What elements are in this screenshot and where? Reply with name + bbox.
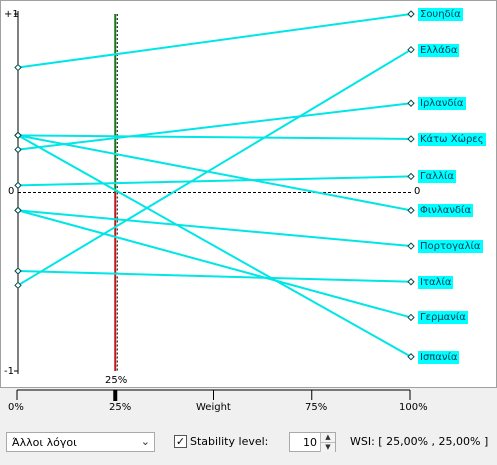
- right-node-marker: [407, 99, 415, 107]
- item-line: [17, 209, 412, 319]
- right-node-marker: [407, 45, 415, 54]
- controls-bar: Άλλοι λόγοι ⌄ ✓ Stability level: 10 ▲ ▼ …: [0, 425, 497, 465]
- left-node-marker: [14, 131, 22, 140]
- y-axis-top-label: +1: [4, 9, 19, 20]
- right-node-marker: [407, 172, 415, 181]
- right-node-marker: [407, 353, 415, 361]
- stability-value[interactable]: 10: [303, 436, 317, 449]
- y-axis-bottom-label: -1: [4, 366, 14, 377]
- country-label: Πορτογαλία: [418, 240, 483, 254]
- left-node-marker: [14, 206, 22, 215]
- tick-label-75: 75%: [305, 402, 328, 413]
- sensitivity-plot: +1 0 -1 0 25% Σουηδία Ελλάδα Ιρλανδία Κάτω …: [0, 0, 497, 388]
- weight-marker-handle: [113, 390, 118, 401]
- tick-label-0: 0%: [8, 402, 24, 413]
- plot-canvas: [14, 10, 415, 374]
- left-node-marker: [14, 281, 22, 290]
- item-line: [17, 102, 412, 151]
- item-line: [17, 13, 412, 69]
- stability-checkbox[interactable]: ✓: [174, 435, 187, 448]
- country-label: Γερμανία: [418, 311, 468, 325]
- country-label: Ιρλανδία: [418, 97, 466, 111]
- country-label: Φινλανδία: [418, 204, 474, 218]
- dropdown-value: Άλλοι λόγοι: [12, 436, 77, 449]
- right-node-marker: [407, 313, 415, 322]
- country-label: Ιταλία: [418, 275, 454, 289]
- item-line: [17, 270, 412, 283]
- tick-label-25: 25%: [109, 402, 132, 413]
- left-node-marker: [14, 145, 22, 154]
- left-node-marker: [14, 267, 22, 275]
- wsi-readout: WSI: [ 25,00% , 25,00% ]: [350, 435, 489, 448]
- left-node-marker: [14, 63, 22, 72]
- country-label: Κάτω Χώρες: [418, 132, 486, 146]
- tick-label-weight: Weight: [196, 402, 231, 413]
- spin-up-icon[interactable]: ▲: [320, 433, 335, 442]
- tick-label-100: 100%: [399, 402, 428, 413]
- weight-axis[interactable]: [0, 386, 497, 406]
- right-node-marker: [407, 135, 415, 143]
- y-axis-zero-label: 0: [8, 186, 15, 197]
- chevron-down-icon[interactable]: ⌄: [140, 435, 150, 448]
- spin-down-icon[interactable]: ▼: [320, 442, 335, 452]
- left-node-marker: [14, 181, 22, 190]
- right-node-marker: [407, 10, 415, 18]
- country-label: Ελλάδα: [418, 43, 460, 57]
- right-node-marker: [407, 206, 415, 215]
- country-label: Ισπανία: [418, 350, 460, 364]
- criterion-dropdown[interactable]: Άλλοι λόγοι ⌄: [6, 432, 155, 452]
- right-node-marker: [407, 278, 415, 286]
- country-label: Σουηδία: [418, 8, 463, 21]
- item-line: [17, 134, 412, 358]
- item-line: [17, 134, 412, 212]
- stability-label: Stability level:: [190, 435, 269, 448]
- right-node-marker: [407, 242, 415, 250]
- country-label: Γαλλία: [418, 170, 456, 184]
- item-line: [17, 134, 412, 140]
- item-line: [17, 209, 412, 248]
- stability-marker-label: 25%: [105, 375, 128, 386]
- item-line: [17, 175, 412, 187]
- stability-spinner[interactable]: 10 ▲ ▼: [289, 432, 336, 452]
- y-axis-zero-label-right: 0: [414, 186, 421, 197]
- item-line: [17, 48, 412, 287]
